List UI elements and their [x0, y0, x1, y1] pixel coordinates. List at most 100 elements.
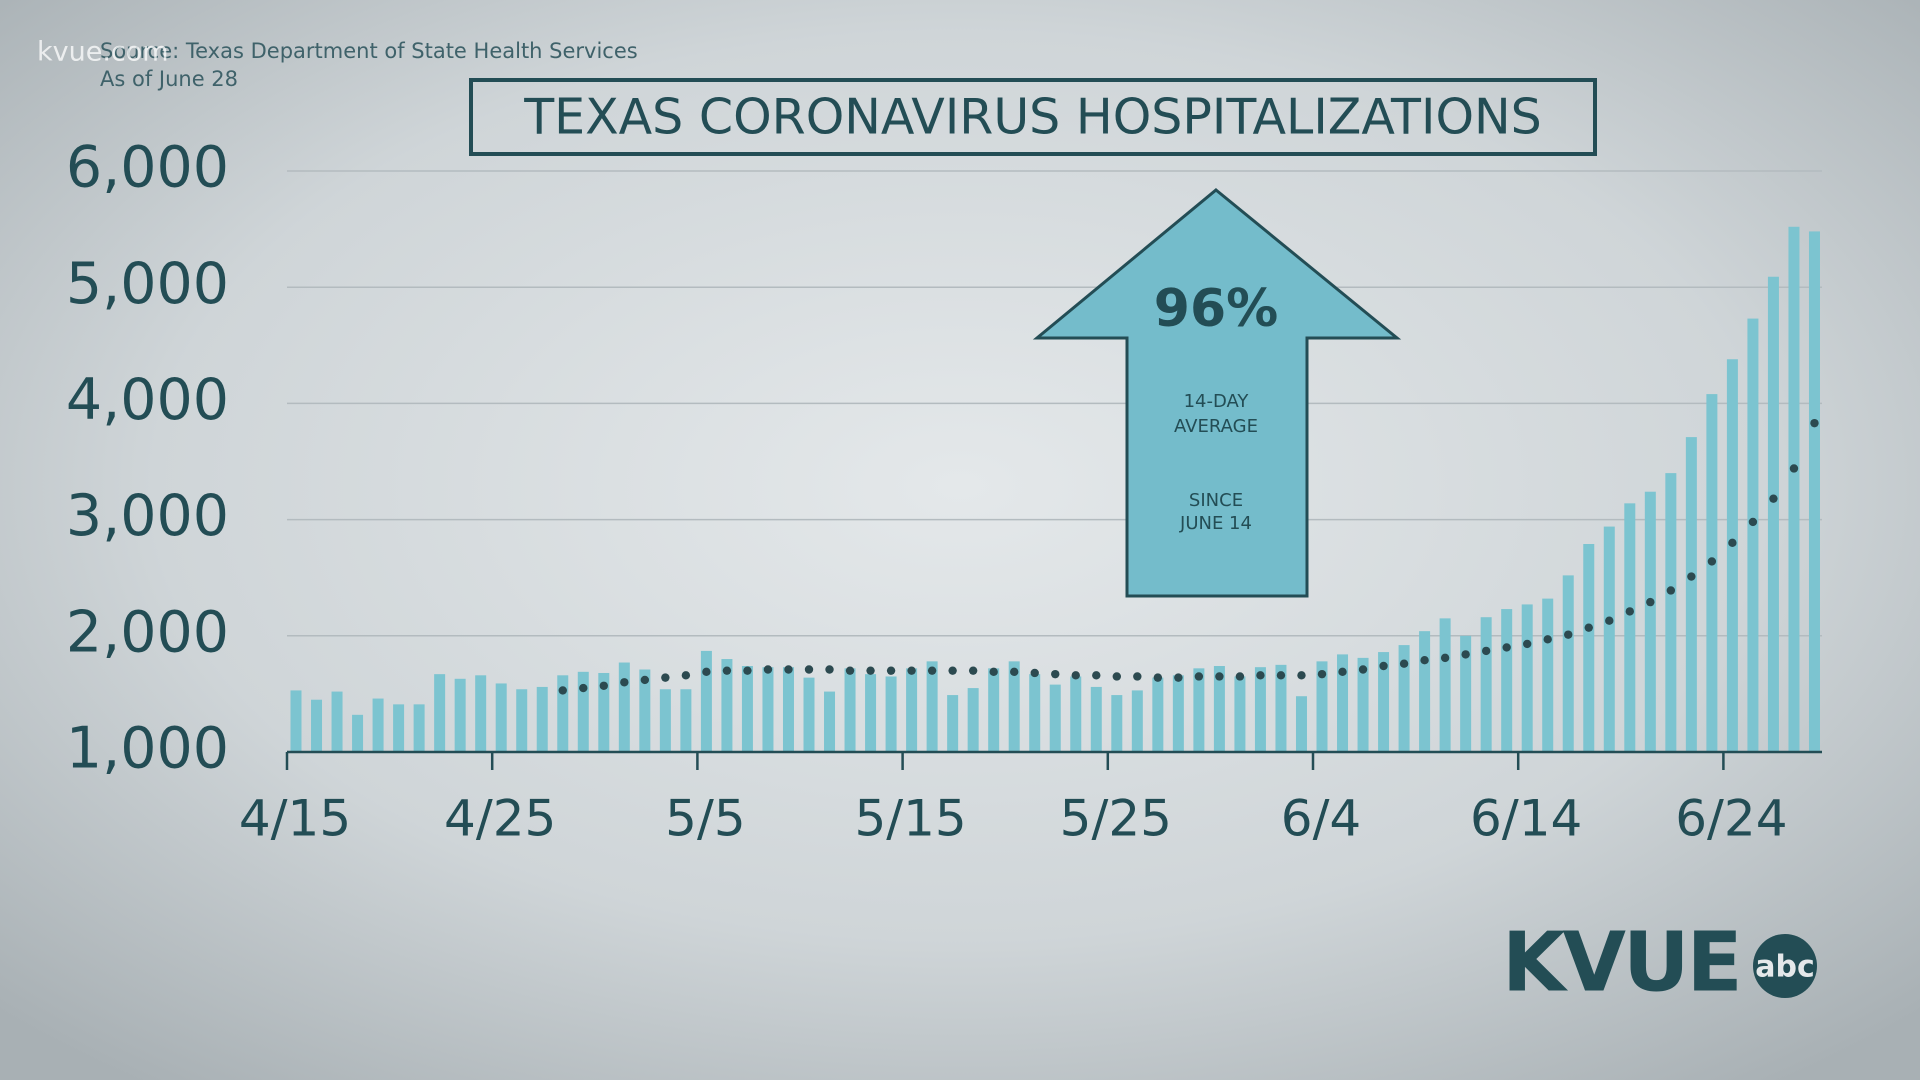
bar [1152, 677, 1164, 752]
bar [803, 677, 815, 752]
bar [824, 691, 836, 752]
bar [1131, 690, 1143, 752]
average-dot [1646, 597, 1655, 607]
bar [844, 668, 856, 752]
average-dot [1317, 669, 1327, 679]
bar [926, 661, 938, 752]
bar [311, 699, 323, 752]
bar [1295, 696, 1307, 752]
average-dot [1461, 650, 1470, 659]
average-dot [1379, 661, 1388, 671]
average-dot [620, 678, 629, 687]
bar [1644, 491, 1656, 752]
average-dot [1338, 667, 1347, 677]
x-tick-label: 4/15 [239, 790, 351, 848]
average-dot [948, 666, 957, 675]
bar [906, 668, 918, 752]
average-dot [1297, 671, 1306, 680]
bar [967, 688, 979, 752]
bar [1008, 661, 1020, 752]
average-dot [1687, 572, 1696, 581]
logo-badge [1753, 934, 1817, 998]
average-dot [989, 667, 998, 677]
average-dot [804, 665, 814, 674]
x-tick-label: 5/15 [854, 790, 966, 848]
average-dot [579, 683, 588, 693]
bar [1706, 394, 1718, 752]
average-dot [1399, 659, 1409, 668]
bar [885, 676, 897, 752]
bar [1788, 226, 1800, 752]
bar [1172, 675, 1184, 752]
average-dot [1543, 635, 1552, 644]
as-of: As of June 28 [100, 67, 238, 91]
bar [1583, 544, 1595, 752]
annotation-text: AVERAGE [1174, 416, 1258, 437]
bar [516, 689, 528, 752]
bar [454, 678, 466, 752]
average-dot [1440, 653, 1450, 663]
average-dot [763, 665, 773, 674]
bar [1254, 667, 1266, 752]
x-tick-label: 6/24 [1675, 790, 1787, 848]
bar [1398, 645, 1410, 752]
source: Source: Texas Department of State Health… [100, 39, 638, 63]
x-tick-label: 6/4 [1281, 790, 1361, 848]
x-tick-label: 5/5 [665, 790, 745, 848]
bar [1439, 618, 1451, 752]
logo-text: KVUE [1502, 915, 1740, 1010]
average-dot [1605, 616, 1614, 625]
title-box [469, 78, 1597, 156]
average-dot [1810, 418, 1819, 428]
average-dot [825, 665, 834, 674]
bar [1029, 674, 1041, 752]
average-dot [1481, 646, 1491, 656]
average-dot [1153, 673, 1163, 682]
bar [1521, 604, 1533, 752]
y-tick-label: 1,000 [66, 716, 229, 782]
bar [700, 650, 712, 752]
bar [557, 675, 569, 752]
chart-title: TEXAS CORONAVIRUS HOSPITALIZATIONS [523, 89, 1542, 146]
bar [659, 689, 671, 752]
x-tick-label: 6/14 [1470, 790, 1582, 848]
average-dot [1625, 607, 1635, 616]
average-dot [845, 666, 855, 675]
average-dot [1051, 669, 1060, 679]
average-dot [1420, 656, 1429, 665]
bar [1501, 609, 1513, 752]
average-dot [1112, 672, 1122, 681]
average-dot [1584, 623, 1593, 632]
y-tick-label: 4,000 [66, 367, 229, 433]
average-dot [702, 667, 711, 677]
average-dot [1133, 672, 1142, 681]
bar [1234, 676, 1246, 752]
bar [947, 695, 959, 752]
average-dot [886, 666, 896, 675]
y-tick-label: 5,000 [66, 251, 229, 317]
average-dot [1030, 668, 1039, 678]
average-dot [1174, 673, 1183, 682]
bar [1419, 631, 1431, 752]
bar [1070, 676, 1082, 752]
bar [1275, 664, 1287, 752]
bar [1808, 231, 1820, 752]
logo-badge-text: abc [1755, 950, 1815, 985]
bar [1357, 657, 1369, 752]
average-dot [722, 666, 732, 675]
bar [782, 667, 794, 752]
average-dot [1071, 671, 1080, 680]
average-dot [784, 665, 793, 674]
bar [331, 691, 343, 752]
average-dot [866, 666, 875, 675]
y-tick-label: 6,000 [66, 135, 229, 201]
average-dot [1235, 672, 1245, 681]
average-dot [681, 671, 691, 680]
bar [1049, 684, 1061, 752]
bar [1090, 686, 1102, 752]
bar [1378, 652, 1390, 752]
bar [988, 668, 1000, 752]
annotation-text: SINCE [1189, 490, 1243, 511]
average-dot [1256, 671, 1265, 680]
